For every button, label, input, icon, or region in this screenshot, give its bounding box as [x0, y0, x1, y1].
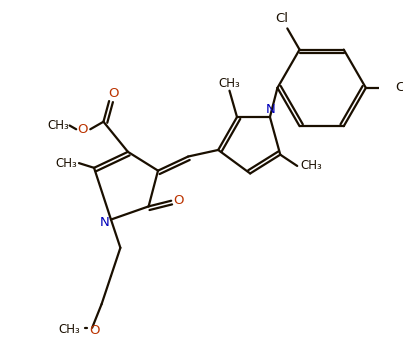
- Text: Cl: Cl: [395, 81, 403, 94]
- Text: O: O: [108, 87, 119, 100]
- Text: CH₃: CH₃: [218, 77, 240, 90]
- Text: O: O: [173, 194, 184, 207]
- Text: O: O: [89, 324, 99, 337]
- Text: Cl: Cl: [275, 12, 288, 25]
- Text: CH₃: CH₃: [55, 157, 77, 170]
- Text: CH₃: CH₃: [300, 160, 322, 173]
- Text: CH₃: CH₃: [48, 119, 69, 132]
- Text: O: O: [77, 123, 88, 136]
- Text: N: N: [100, 216, 109, 229]
- Text: N: N: [266, 103, 276, 116]
- Text: CH₃: CH₃: [59, 323, 81, 336]
